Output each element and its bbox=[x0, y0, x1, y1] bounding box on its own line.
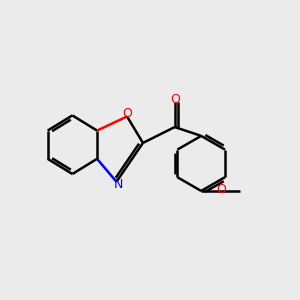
Text: O: O bbox=[170, 93, 180, 106]
Text: O: O bbox=[122, 107, 132, 120]
Text: N: N bbox=[113, 178, 123, 191]
Text: O: O bbox=[216, 183, 226, 196]
